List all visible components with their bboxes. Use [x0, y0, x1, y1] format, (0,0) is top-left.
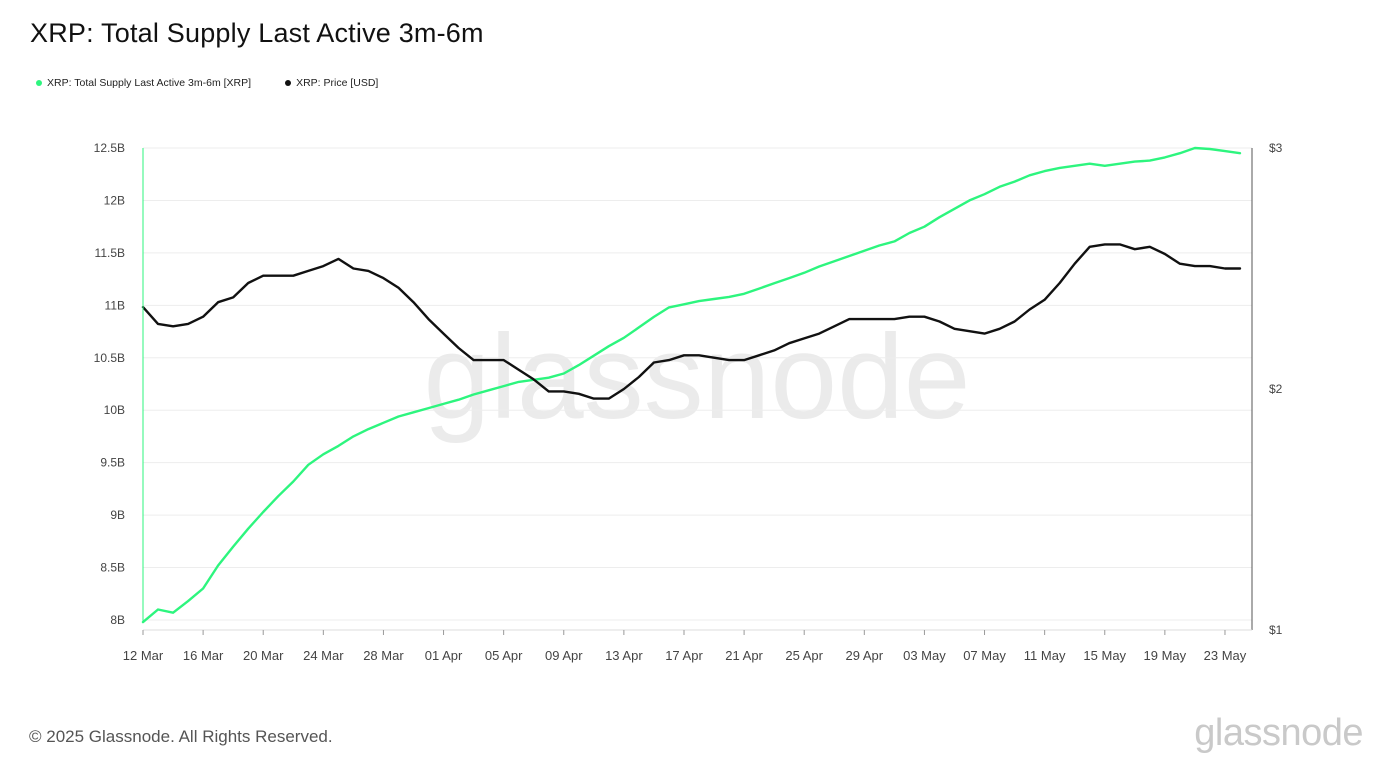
x-tick-label: 05 Apr [485, 648, 523, 663]
legend-dot-price [285, 80, 292, 86]
x-tick-label: 07 May [963, 648, 1006, 663]
y-left-tick-label: 9B [110, 508, 125, 522]
y-right-tick-label: $3 [1269, 141, 1283, 155]
x-tick-label: 11 May [1024, 648, 1066, 663]
y-right-tick-label: $1 [1269, 623, 1283, 637]
x-tick-label: 15 May [1083, 648, 1126, 663]
x-tick-label: 13 Apr [605, 648, 643, 663]
y-left-tick-label: 10B [104, 403, 125, 417]
x-tick-label: 24 Mar [303, 648, 344, 663]
x-tick-label: 01 Apr [425, 648, 463, 663]
y-left-tick-label: 12.5B [94, 141, 125, 155]
y-left-tick-label: 8B [110, 613, 125, 627]
y-left-tick-label: 12B [104, 193, 125, 207]
x-tick-label: 29 Apr [846, 648, 884, 663]
y-left-tick-label: 9.5B [100, 456, 125, 470]
y-right-tick-label: $2 [1269, 382, 1283, 396]
x-tick-label: 28 Mar [363, 648, 404, 663]
x-tick-label: 03 May [903, 648, 946, 663]
y-left-tick-label: 10.5B [94, 351, 125, 365]
copyright-footer: © 2025 Glassnode. All Rights Reserved. [29, 727, 333, 746]
legend-item-supply[interactable]: XRP: Total Supply Last Active 3m-6m [XRP… [36, 77, 251, 89]
legend-item-price[interactable]: XRP: Price [USD] [285, 77, 378, 89]
x-tick-label: 19 May [1144, 648, 1187, 663]
x-tick-label: 20 Mar [243, 648, 284, 663]
y-left-tick-label: 8.5B [100, 561, 125, 575]
x-tick-label: 21 Apr [725, 648, 763, 663]
legend-label-price: XRP: Price [USD] [296, 77, 379, 89]
brand-logo: glassnode [1194, 712, 1363, 754]
chart-title: XRP: Total Supply Last Active 3m-6m [30, 18, 484, 48]
legend-dot-supply [36, 80, 42, 86]
x-tick-label: 09 Apr [545, 648, 583, 663]
legend-label-supply: XRP: Total Supply Last Active 3m-6m [XRP… [47, 77, 252, 89]
x-tick-label: 17 Apr [665, 648, 703, 663]
x-tick-label: 25 Apr [785, 648, 823, 663]
legend: XRP: Total Supply Last Active 3m-6m [XRP… [36, 77, 378, 89]
y-left-tick-label: 11B [105, 298, 125, 312]
x-tick-label: 12 Mar [123, 648, 164, 663]
y-left-tick-label: 11.5B [95, 246, 125, 260]
series-line-price [141, 243, 1242, 400]
x-tick-label: 16 Mar [183, 648, 224, 663]
watermark-text: glassnode [423, 310, 970, 444]
series-line-supply [141, 146, 1242, 624]
x-tick-label: 23 May [1204, 648, 1247, 663]
